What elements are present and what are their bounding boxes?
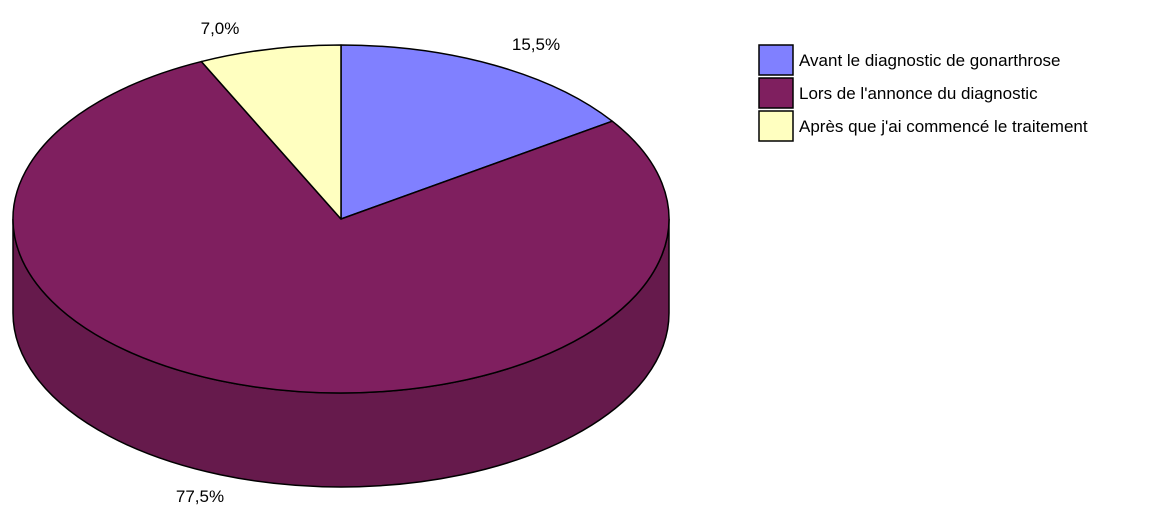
legend-label-1: Avant le diagnostic de gonarthrose: [799, 51, 1060, 70]
data-label-2: 77,5%: [176, 487, 224, 506]
legend-swatch-2: [758, 77, 794, 109]
pie-slice-1: [340, 44, 614, 220]
legend-swatch-1: [758, 44, 794, 76]
data-labels: 15,5% 77,5% 7,0%: [176, 19, 560, 506]
pie-slice-2: [12, 60, 670, 394]
legend: Avant le diagnostic de gonarthrose Lors d…: [758, 44, 1088, 142]
pie-top-face: [12, 44, 670, 394]
data-label-3: 7,0%: [201, 19, 240, 38]
legend-label-2: Lors de l'annonce du diagnostic: [799, 84, 1038, 103]
pie-slice-3: [200, 44, 342, 220]
legend-label-3: Après que j'ai commencé le traitement: [799, 117, 1088, 136]
data-label-1: 15,5%: [512, 35, 560, 54]
legend-swatch-3: [758, 110, 794, 142]
